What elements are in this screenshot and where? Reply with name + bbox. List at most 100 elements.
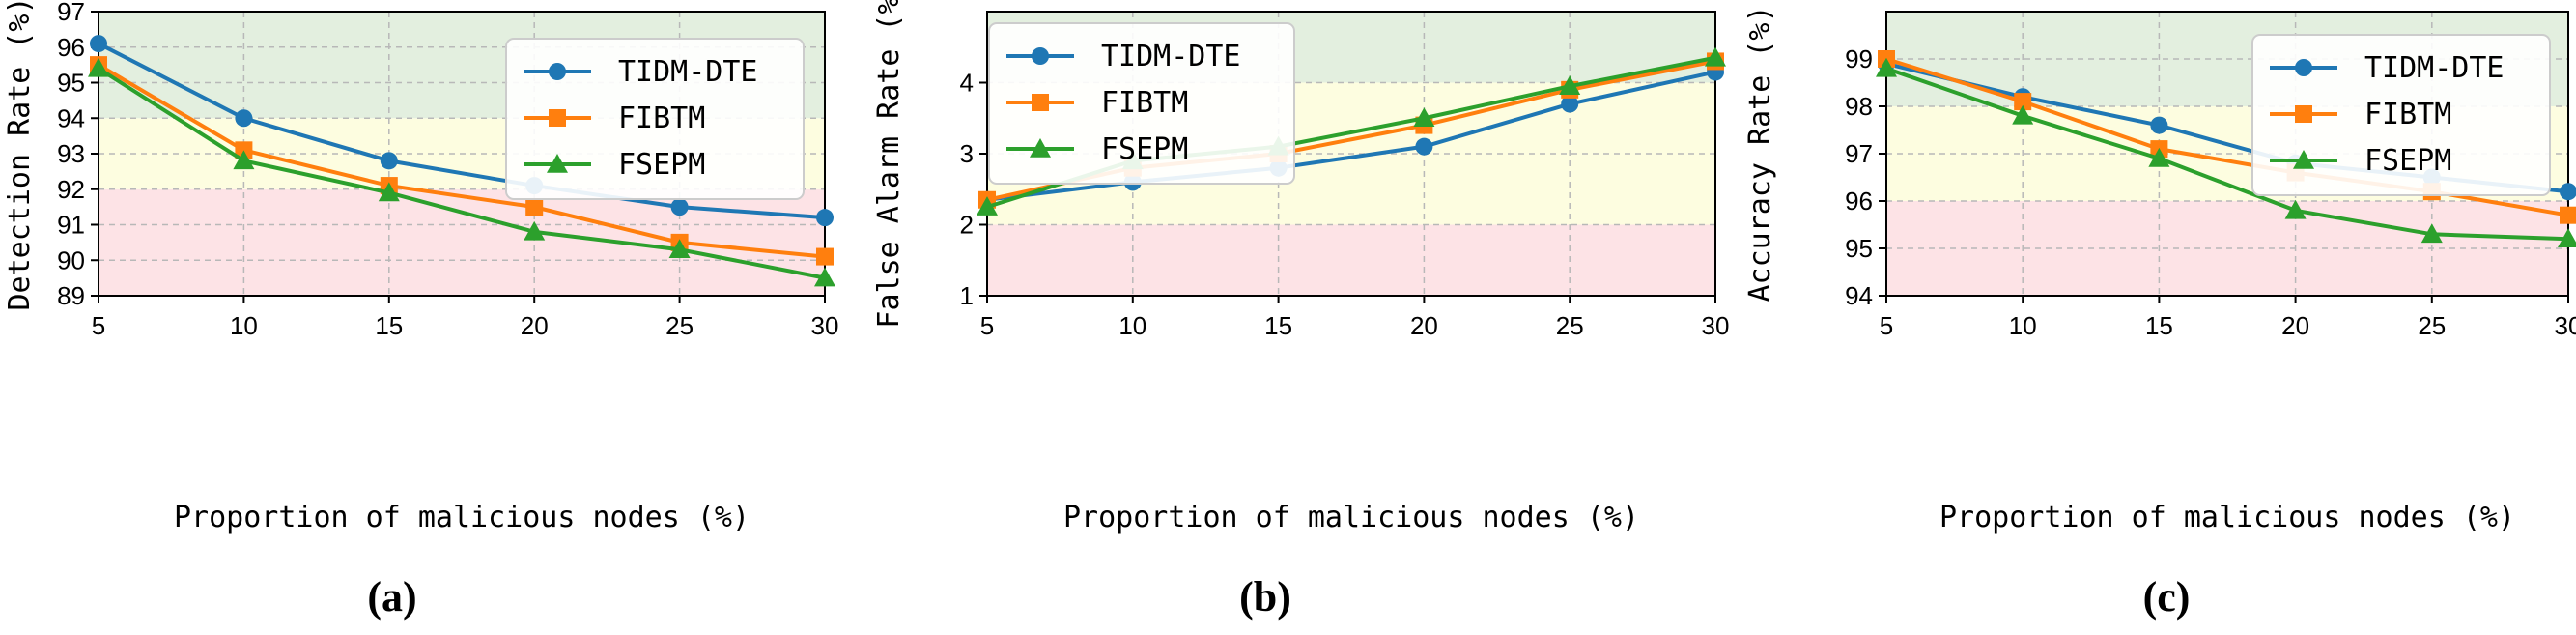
- x-tick-label: 15: [375, 311, 403, 340]
- data-point-fsepm: [1559, 75, 1581, 95]
- series-line-fsepm: [97, 67, 826, 280]
- y-tick-label: 98: [1845, 92, 1873, 121]
- data-point-fsepm: [1705, 46, 1726, 67]
- panel-label: (c): [2143, 573, 2191, 621]
- data-point-fsepm: [524, 220, 546, 241]
- legend-marker-fsepm: [547, 154, 568, 173]
- legend-label-fsepm: FSEPM: [2364, 144, 2451, 178]
- data-point-fibtm: [816, 247, 834, 266]
- legend-marker-tidm-dte: [1032, 47, 1049, 65]
- y-tick-label: 93: [57, 139, 85, 168]
- legend: TIDM-DTE FIBTM FSEPM: [988, 22, 1295, 185]
- x-axis-title: Proportion of malicious nodes (%): [1063, 501, 1639, 534]
- chart-panel-1: 5 10 15 20 25 30 89 90 91 92 93 94 95 96 97 Proportion …: [3, 0, 838, 621]
- data-point-fsepm: [2284, 199, 2307, 219]
- x-tick-label: 30: [811, 311, 839, 340]
- legend-label-fibtm: FIBTM: [2364, 98, 2451, 131]
- panel-label: (a): [367, 573, 416, 621]
- data-point-fsepm: [668, 239, 691, 259]
- y-tick-label: 99: [1845, 44, 1873, 73]
- y-tick-label: 1: [960, 281, 974, 310]
- y-tick-label: 92: [57, 175, 85, 204]
- background-band-red: [987, 224, 1715, 296]
- data-point-fibtm: [2560, 206, 2576, 224]
- x-tick-label: 20: [1410, 311, 1438, 340]
- data-point-tidm-dte: [235, 109, 253, 128]
- x-tick-label: 30: [2555, 311, 2576, 340]
- y-tick-label: 94: [57, 103, 85, 132]
- data-point-fsepm: [2420, 223, 2443, 244]
- legend-label-tidm-dte: TIDM-DTE: [618, 55, 758, 89]
- legend-marker-fsepm: [1030, 138, 1051, 158]
- data-point-tidm-dte: [670, 198, 689, 216]
- legend-box: [505, 38, 805, 200]
- y-tick-label: 96: [1845, 187, 1873, 216]
- x-tick-label: 20: [521, 311, 549, 340]
- data-point-fsepm: [1413, 107, 1435, 128]
- y-tick-label: 90: [57, 245, 85, 274]
- y-tick-label: 2: [960, 211, 974, 240]
- data-point-tidm-dte: [90, 35, 107, 53]
- data-point-fibtm: [525, 198, 544, 216]
- legend-box: [988, 22, 1295, 185]
- background-band-red: [99, 188, 825, 296]
- y-tick-label: 97: [1845, 139, 1873, 168]
- data-point-fibtm: [2014, 93, 2032, 111]
- legend-label-tidm-dte: TIDM-DTE: [1101, 40, 1241, 73]
- legend: TIDM-DTE FIBTM FSEPM: [505, 38, 805, 200]
- x-tick-label: 15: [2145, 311, 2173, 340]
- legend-marker-fibtm: [549, 109, 566, 127]
- x-tick-label: 25: [2418, 311, 2446, 340]
- y-tick-label: 89: [57, 281, 85, 310]
- x-tick-label: 10: [230, 311, 258, 340]
- chart-panel-3: 5 10 15 20 25 30 94 95 96 97 98 99 Proportion of mal…: [1743, 5, 2576, 621]
- y-axis-title: False Alarm Rate (%): [872, 0, 906, 329]
- x-axis-title: Proportion of malicious nodes (%): [1939, 501, 2515, 534]
- data-point-fsepm: [814, 267, 835, 287]
- x-tick-label: 5: [1880, 311, 1893, 340]
- x-tick-label: 25: [1556, 311, 1584, 340]
- data-point-tidm-dte: [816, 209, 834, 227]
- data-point-fsepm: [88, 57, 109, 77]
- series-line-fibtm: [97, 63, 826, 259]
- y-tick-label: 95: [57, 69, 85, 98]
- y-tick-label: 95: [1845, 234, 1873, 263]
- y-tick-label: 97: [57, 0, 85, 26]
- y-axis-title: Detection Rate (%): [3, 0, 37, 311]
- x-tick-label: 20: [2281, 311, 2309, 340]
- legend-marker-tidm-dte: [2295, 59, 2312, 76]
- x-tick-label: 5: [92, 311, 105, 340]
- data-point-fsepm: [2148, 147, 2170, 167]
- legend-marker-fibtm: [2295, 105, 2312, 123]
- y-tick-label: 4: [960, 69, 974, 98]
- panel-label: (b): [1239, 573, 1291, 621]
- data-point-tidm-dte: [2150, 116, 2168, 134]
- data-point-tidm-dte: [1415, 137, 1433, 156]
- legend-marker-fibtm: [1032, 94, 1049, 111]
- data-point-fibtm: [235, 141, 253, 159]
- legend-marker-fsepm: [2293, 150, 2314, 169]
- y-tick-label: 96: [57, 33, 85, 62]
- data-point-tidm-dte: [380, 152, 398, 170]
- legend: TIDM-DTE FIBTM FSEPM: [2251, 34, 2551, 196]
- y-tick-label: 3: [960, 139, 974, 168]
- data-point-fsepm: [1876, 57, 1897, 77]
- y-axis-title: Accuracy Rate (%): [1743, 5, 1777, 302]
- x-tick-label: 10: [1118, 311, 1146, 340]
- series-line-tidm-dte: [986, 70, 1716, 202]
- series-line-fsepm: [1885, 66, 2569, 242]
- legend-box: [2251, 34, 2551, 196]
- legend-marker-tidm-dte: [549, 63, 566, 80]
- legend-label-fsepm: FSEPM: [618, 148, 705, 182]
- series-line-tidm-dte: [98, 42, 826, 220]
- y-tick-label: 94: [1845, 281, 1873, 310]
- x-tick-label: 10: [2009, 311, 2037, 340]
- x-tick-label: 5: [980, 311, 994, 340]
- legend-label-fibtm: FIBTM: [1101, 86, 1188, 120]
- data-point-fsepm: [378, 182, 400, 202]
- data-point-fsepm: [233, 150, 255, 170]
- data-point-fsepm: [2558, 228, 2576, 247]
- legend-label-fsepm: FSEPM: [1101, 132, 1188, 166]
- data-point-fsepm: [2012, 104, 2034, 125]
